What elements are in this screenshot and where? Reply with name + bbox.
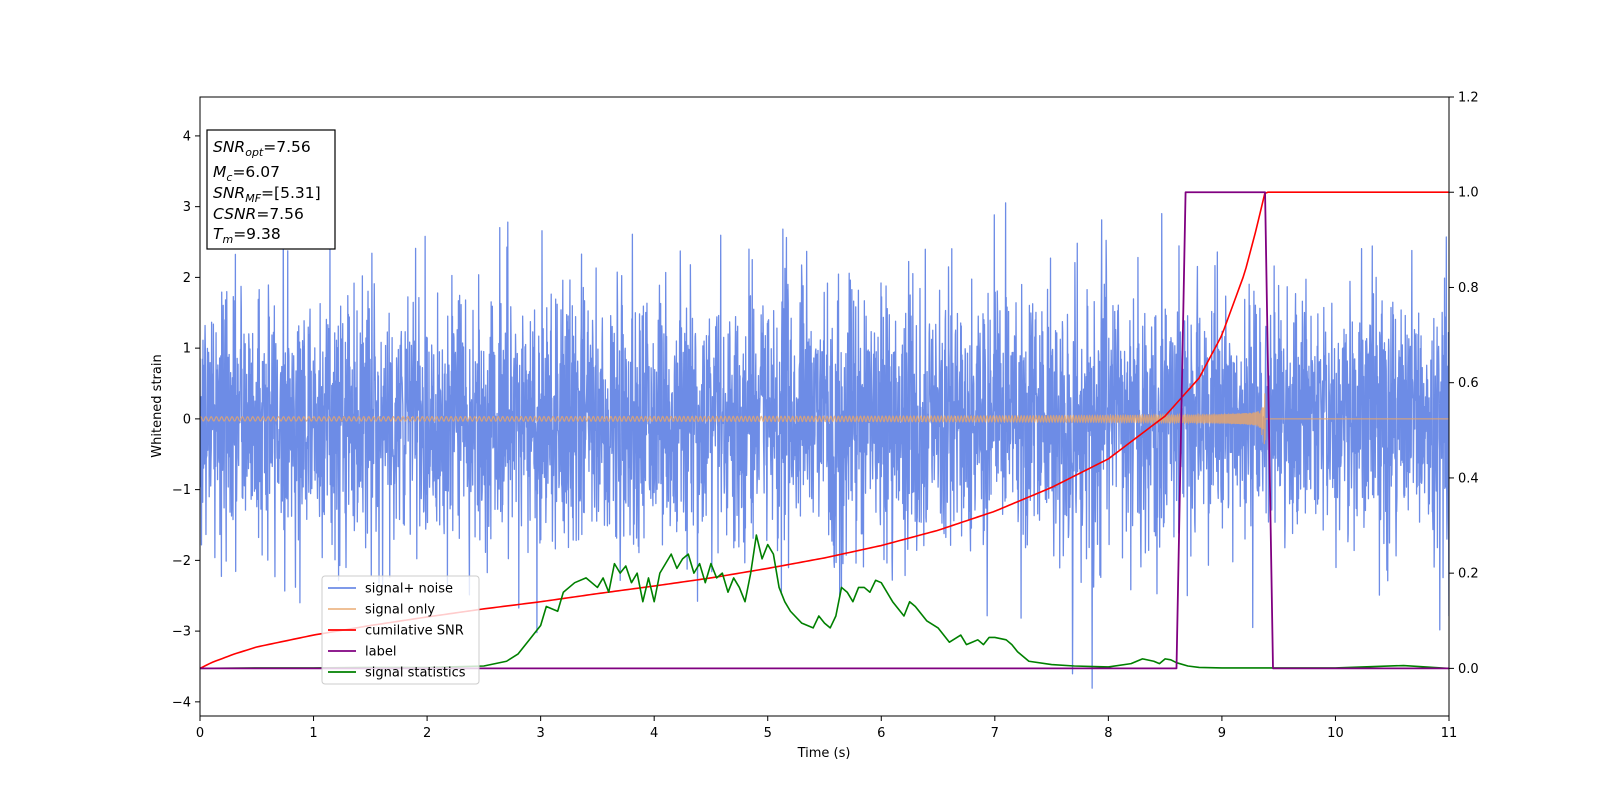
plot-frame: [199, 96, 1450, 717]
info-line: SNRMF=[5.31]: [213, 184, 321, 205]
x-tick-label: 8: [1104, 726, 1112, 741]
x-tick-label: 2: [423, 726, 431, 741]
x-tick-label: 5: [764, 726, 772, 741]
y2-tick-label: 0.4: [1458, 471, 1479, 486]
x-axis-label: Time (s): [797, 746, 851, 761]
y-tick-label: 2: [183, 271, 191, 286]
legend-entry: label: [365, 645, 396, 660]
x-tick-label: 10: [1327, 726, 1344, 741]
y2-tick-label: 1.2: [1458, 91, 1479, 106]
legend-entry: signal only: [365, 603, 435, 618]
y-tick-label: 1: [183, 342, 191, 357]
x-tick-label: 4: [650, 726, 658, 741]
x-tick-label: 6: [877, 726, 885, 741]
legend: signal+ noise signal only cumilative SNR la…: [321, 575, 480, 685]
x-tick-label: 0: [196, 726, 204, 741]
legend-entry: signal statistics: [365, 666, 466, 681]
y2-tick-label: 0.6: [1458, 376, 1479, 391]
series-signal-only: [200, 393, 1449, 445]
x-tick-label: 1: [309, 726, 317, 741]
info-line: CSNR=7.56: [213, 205, 304, 223]
y2-tick-label: 0.2: [1458, 567, 1479, 582]
info-box-frame: [206, 129, 336, 250]
y-tick-label: −2: [172, 554, 191, 569]
y-tick-label: 3: [183, 200, 191, 215]
info-line: Mc=6.07: [213, 163, 280, 184]
info-line: Tm=9.38: [213, 225, 281, 246]
x-axis: 0 1 2 3 4 5 6 7 8 9 10 11: [196, 716, 1457, 741]
y2-tick-label: 0.8: [1458, 281, 1479, 296]
x-tick-label: 3: [536, 726, 544, 741]
y-axis-left: −4 −3 −2 −1 0 1 2 3 4: [172, 129, 200, 710]
y-tick-label: −1: [172, 483, 191, 498]
legend-frame: [321, 575, 480, 685]
x-tick-label: 9: [1218, 726, 1226, 741]
y-tick-label: −4: [172, 695, 191, 710]
y-tick-label: 0: [183, 412, 191, 427]
y-axis-right: 0.0 0.2 0.4 0.6 0.8 1.0 1.2: [1449, 91, 1479, 677]
x-tick-label: 11: [1441, 726, 1458, 741]
x-tick-label: 7: [991, 726, 999, 741]
series-signal-statistics: [200, 534, 1449, 670]
y2-tick-label: 1.0: [1458, 186, 1479, 201]
legend-entry: cumilative SNR: [365, 624, 464, 639]
series-signal-noise: [200, 202, 1449, 689]
series-label: [200, 191, 1449, 670]
y2-tick-label: 0.0: [1458, 662, 1479, 677]
y-tick-label: 4: [183, 129, 191, 144]
legend-entry: signal+ noise: [365, 582, 453, 597]
info-line: SNRopt=7.56: [213, 138, 311, 159]
y-axis-label: Whitened strain: [150, 354, 165, 457]
y-tick-label: −3: [172, 625, 191, 640]
